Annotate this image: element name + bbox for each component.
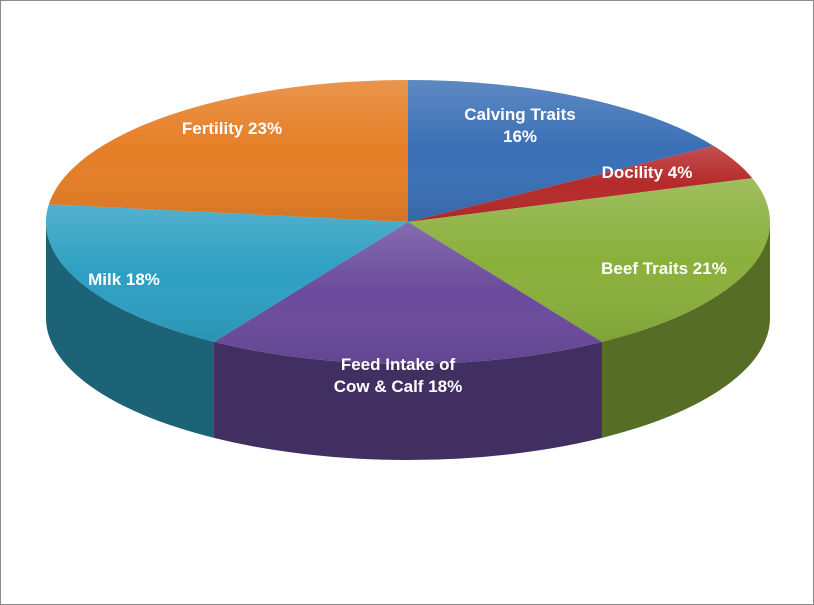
slice-label-line: Docility 4% <box>602 163 693 182</box>
slice-sheen-docility <box>408 145 753 222</box>
slice-sheen-feed-intake-of-cow-calf <box>214 222 602 364</box>
slice-side-milk <box>46 222 215 438</box>
pie-labels: Calving Traits 16% Docility 4% Beef Traits … <box>88 105 727 396</box>
slice-sheen-calving-traits <box>408 80 714 222</box>
slice-sheen-milk <box>46 204 408 342</box>
slice-label-line: Calving Traits <box>464 105 575 124</box>
slice-sheen-fertility <box>48 80 408 222</box>
slice-label-calving-traits: Calving Traits 16% <box>464 105 575 146</box>
pie-tops <box>46 80 770 364</box>
slice-side-beef-traits <box>601 222 770 438</box>
slice-side-feed-intake-of-cow-calf <box>214 341 602 460</box>
pie-sides <box>46 222 770 460</box>
slice-label-feed-intake-of-cow-calf: Feed Intake of Cow & Calf 18% <box>334 355 462 396</box>
slice-label-beef-traits: Beef Traits 21% <box>601 259 727 278</box>
slice-label-line: Feed Intake of <box>341 355 456 374</box>
slice-sheen-beef-traits <box>408 178 770 342</box>
slice-label-line: Cow & Calf 18% <box>334 377 462 396</box>
slice-label-milk: Milk 18% <box>88 270 160 289</box>
slice-label-docility: Docility 4% <box>602 163 693 182</box>
slice-label-line: 16% <box>503 127 537 146</box>
slice-label-fertility: Fertility 23% <box>182 119 282 138</box>
slice-label-line: Beef Traits 21% <box>601 259 727 278</box>
slice-label-line: Fertility 23% <box>182 119 282 138</box>
slice-label-line: Milk 18% <box>88 270 160 289</box>
